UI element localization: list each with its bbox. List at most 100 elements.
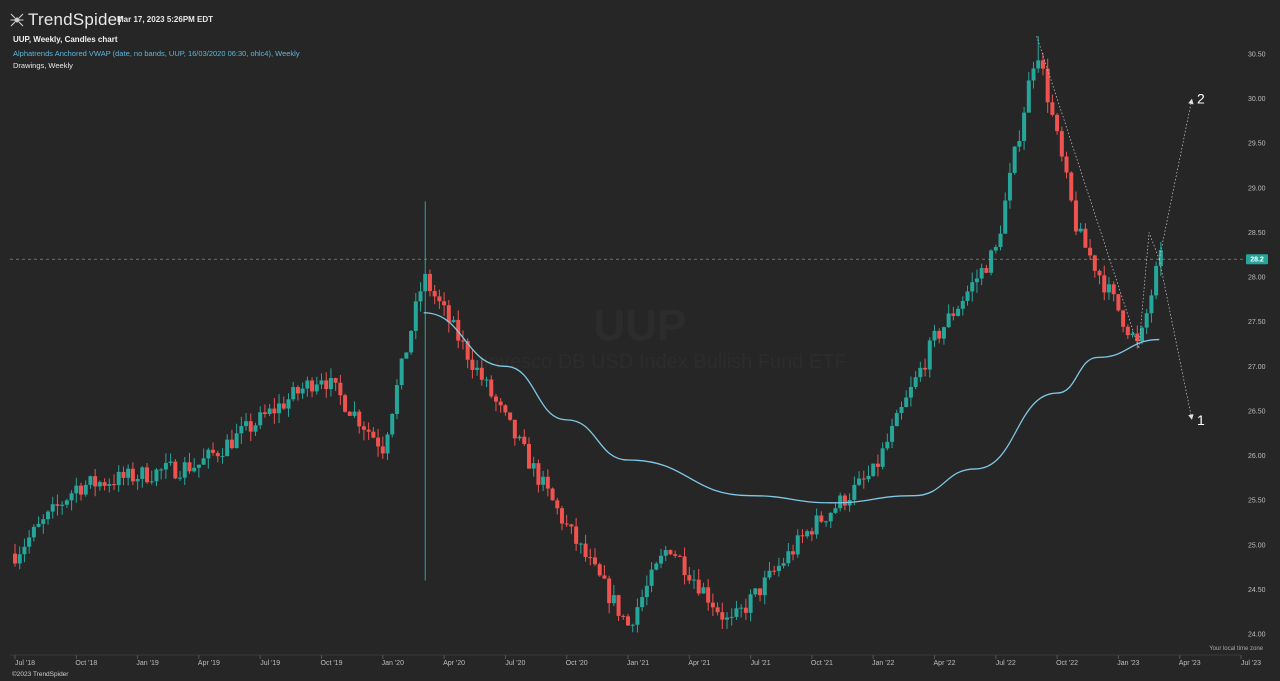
candle-body <box>597 564 602 576</box>
price-tick-label: 24.00 <box>1248 632 1266 639</box>
candle <box>508 412 513 422</box>
candle <box>22 538 27 563</box>
price-tick-label: 27.50 <box>1248 319 1266 326</box>
candle-body <box>951 313 956 316</box>
candle-body <box>880 448 885 467</box>
candle-body <box>173 461 178 479</box>
candle-body <box>682 556 687 576</box>
candle <box>432 284 437 305</box>
candle-body <box>852 484 857 500</box>
candle <box>1106 277 1111 300</box>
local-time-zone-label[interactable]: Your local time zone <box>1209 646 1263 652</box>
candle <box>333 377 338 391</box>
watermark-ticker: UUP <box>594 301 687 350</box>
candle-body <box>649 569 654 586</box>
candle-body <box>941 327 946 339</box>
candle <box>244 413 249 431</box>
candle-body <box>456 319 461 341</box>
candle <box>475 360 480 376</box>
candle <box>451 316 456 324</box>
candle <box>913 371 918 390</box>
candle-body <box>1045 68 1050 103</box>
candle <box>163 453 168 479</box>
candle-body <box>857 478 862 485</box>
candle <box>908 376 913 407</box>
candle-body <box>432 291 437 297</box>
candle <box>541 470 546 492</box>
candle-body <box>126 468 131 478</box>
drawings-legend[interactable]: Drawings, Weekly <box>13 61 73 70</box>
candle-body <box>225 439 230 457</box>
candle-body <box>130 468 135 482</box>
candle <box>328 368 333 397</box>
time-tick-label: Oct '22 <box>1056 660 1078 667</box>
candle <box>1017 130 1022 152</box>
candle-body <box>196 464 201 468</box>
candle <box>767 562 772 580</box>
candle-body <box>1149 295 1154 314</box>
candle-body <box>626 616 630 626</box>
candle-body <box>559 508 564 524</box>
candle <box>69 490 74 511</box>
candle <box>380 436 385 459</box>
time-tick-label: Jan '19 <box>136 660 158 667</box>
candle <box>715 602 720 616</box>
candle-body <box>644 585 649 598</box>
candle <box>1040 53 1045 76</box>
candle-body <box>319 380 324 385</box>
price-tick-label: 26.00 <box>1248 453 1266 460</box>
candle-body <box>206 449 211 459</box>
candle <box>277 394 282 424</box>
candle-body <box>659 555 664 564</box>
candle <box>1130 330 1135 338</box>
candle <box>1045 58 1050 113</box>
candle-body <box>22 546 27 555</box>
candle-body <box>357 411 362 427</box>
candle <box>805 529 810 539</box>
candle-body <box>1088 247 1093 256</box>
candle <box>894 409 899 427</box>
candle-body <box>838 495 843 509</box>
candle <box>178 471 183 481</box>
candle <box>338 374 343 405</box>
candle-body <box>885 441 890 449</box>
candle-body <box>211 449 216 453</box>
candle-body <box>809 531 814 535</box>
candle-body <box>215 452 220 457</box>
chart-title[interactable]: UUP, Weekly, Candles chart <box>13 35 118 44</box>
candle-body <box>927 340 932 370</box>
candle <box>470 349 475 379</box>
candle-body <box>60 504 65 506</box>
candle-body <box>116 471 121 486</box>
candle <box>310 377 315 398</box>
candle-body <box>1003 200 1008 234</box>
candle <box>611 584 616 607</box>
candle <box>616 594 621 621</box>
candle <box>1121 309 1126 333</box>
time-tick-label: Apr '19 <box>198 660 220 667</box>
candle <box>960 296 965 316</box>
candle-body <box>1022 112 1027 141</box>
candle <box>809 527 814 542</box>
candle-body <box>1055 114 1060 132</box>
candle <box>1116 294 1121 312</box>
candle <box>267 404 272 417</box>
candle <box>404 352 409 359</box>
time-tick-label: Oct '20 <box>566 660 588 667</box>
candle <box>498 398 503 413</box>
candle-body <box>149 481 154 483</box>
candle-body <box>248 421 253 432</box>
candle-body <box>413 301 418 331</box>
time-tick-label: Jan '22 <box>872 660 894 667</box>
candle <box>828 511 833 529</box>
indicator-legend[interactable]: Alphatrends Anchored VWAP (date, no band… <box>13 49 300 58</box>
candle <box>772 565 777 576</box>
candle-body <box>366 429 371 432</box>
time-axis: Jul '18 Oct '18 Jan '19 Apr '19 Jul '19 Oct '… <box>10 654 1261 667</box>
candle <box>649 562 654 593</box>
candle-body <box>918 367 923 378</box>
candle <box>192 458 197 473</box>
candle <box>923 358 928 377</box>
candle-body <box>88 476 93 485</box>
